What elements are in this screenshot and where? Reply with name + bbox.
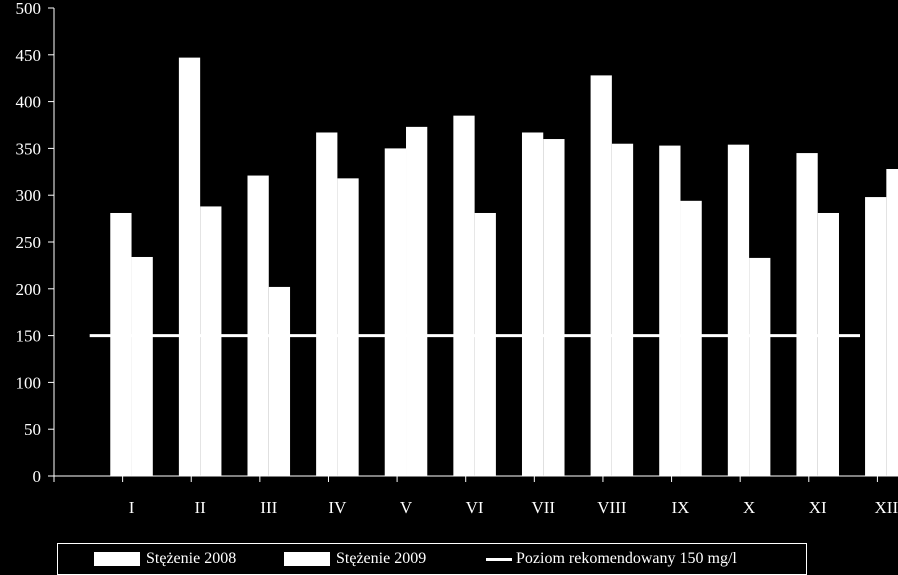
legend-label-2009: Stężenie 2009 <box>336 550 427 567</box>
bar-2009 <box>268 286 291 476</box>
x-tick-label: V <box>400 498 413 517</box>
legend-entry-2009: Stężenie 2009 <box>284 550 426 568</box>
bar-2009 <box>611 143 634 476</box>
x-tick-label: IX <box>672 498 690 517</box>
bar-2008 <box>796 153 818 476</box>
bar-2008 <box>316 132 338 476</box>
x-tick-label: XI <box>809 498 827 517</box>
legend-swatch-2009 <box>284 552 330 566</box>
bar-2009 <box>337 178 359 477</box>
x-tick-label: VIII <box>597 498 627 517</box>
legend: Stężenie 2008 Stężenie 2009 Poziom rekom… <box>57 543 807 575</box>
bar-2008 <box>110 212 132 476</box>
legend-swatch-reference <box>486 557 512 561</box>
bar-2008 <box>659 145 681 477</box>
x-tick-label: VI <box>466 498 484 517</box>
x-tick-label: III <box>260 498 277 517</box>
y-tick-label: 50 <box>24 420 41 439</box>
bar-2008 <box>453 115 475 476</box>
legend-label-reference: Poziom rekomendowany 150 mg/l <box>516 550 737 567</box>
y-tick-label: 200 <box>16 280 42 299</box>
x-tick-label: VII <box>531 498 555 517</box>
bar-2009 <box>886 168 898 476</box>
bar-2009 <box>680 200 702 477</box>
y-tick-label: 300 <box>16 186 42 205</box>
bar-2008 <box>521 132 544 476</box>
legend-label-2008: Stężenie 2008 <box>146 550 237 567</box>
x-tick-label: IV <box>328 498 347 517</box>
bar-2009 <box>817 212 839 476</box>
x-tick-label: X <box>743 498 755 517</box>
bar-2009 <box>543 139 565 477</box>
bar-2008 <box>727 144 750 476</box>
y-tick-label: 150 <box>16 327 42 346</box>
bar-2008 <box>865 197 887 476</box>
bar-2009 <box>749 257 771 476</box>
bar-2009 <box>200 206 222 476</box>
y-tick-label: 450 <box>16 46 42 65</box>
y-tick-label: 350 <box>16 139 42 158</box>
x-tick-label: I <box>129 498 135 517</box>
y-tick-label: 400 <box>16 93 42 112</box>
bar-2008 <box>178 57 201 476</box>
y-tick-label: 250 <box>16 233 42 252</box>
bar-2008 <box>590 75 612 476</box>
bar-2009 <box>131 256 153 476</box>
y-tick-label: 500 <box>16 0 42 18</box>
x-tick-label: XII <box>875 498 898 517</box>
y-tick-label: 100 <box>16 373 42 392</box>
y-tick-label: 0 <box>33 467 42 486</box>
x-tick-label: II <box>194 498 206 517</box>
legend-entry-2008: Stężenie 2008 <box>94 550 236 568</box>
bar-2008 <box>247 175 269 476</box>
bar-2009 <box>406 126 428 476</box>
legend-swatch-2008 <box>94 552 140 566</box>
bar-2009 <box>474 212 496 476</box>
bar-2008 <box>384 148 407 476</box>
legend-entry-reference: Poziom rekomendowany 150 mg/l <box>486 550 737 568</box>
